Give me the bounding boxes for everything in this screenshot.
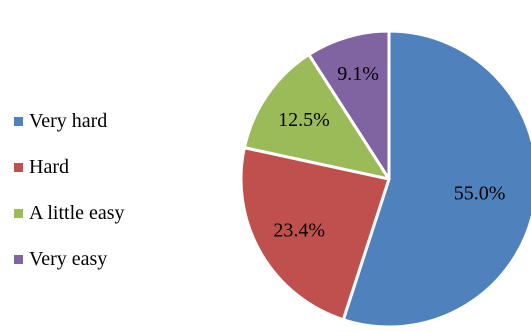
data-label-a-little-easy: 12.5% [278, 109, 330, 131]
legend-label-very-hard: Very hard [29, 109, 108, 132]
label-layer: 55.0% 23.4% 12.5% 9.1% [273, 63, 505, 242]
legend-item-a-little-easy: A little easy [14, 202, 214, 224]
legend-label-very-easy: Very easy [29, 247, 108, 270]
slice-layer [239, 29, 531, 329]
legend: Very hard Hard A little easy Very easy [14, 110, 214, 294]
legend-label-a-little-easy: A little easy [29, 201, 125, 224]
data-label-hard: 23.4% [273, 220, 325, 242]
legend-swatch-a-little-easy [14, 208, 23, 218]
data-label-very-hard: 55.0% [454, 182, 506, 204]
legend-item-very-easy: Very easy [14, 248, 214, 270]
legend-swatch-hard [14, 162, 23, 172]
slice-very-easy [307, 29, 391, 181]
data-label-very-easy: 9.1% [337, 63, 379, 85]
slice-a-little-easy [242, 53, 391, 181]
legend-label-hard: Hard [29, 155, 69, 178]
legend-swatch-very-easy [14, 254, 23, 264]
legend-item-hard: Hard [14, 156, 214, 178]
legend-item-very-hard: Very hard [14, 110, 214, 132]
legend-swatch-very-hard [14, 116, 23, 126]
slice-hard [239, 146, 391, 322]
